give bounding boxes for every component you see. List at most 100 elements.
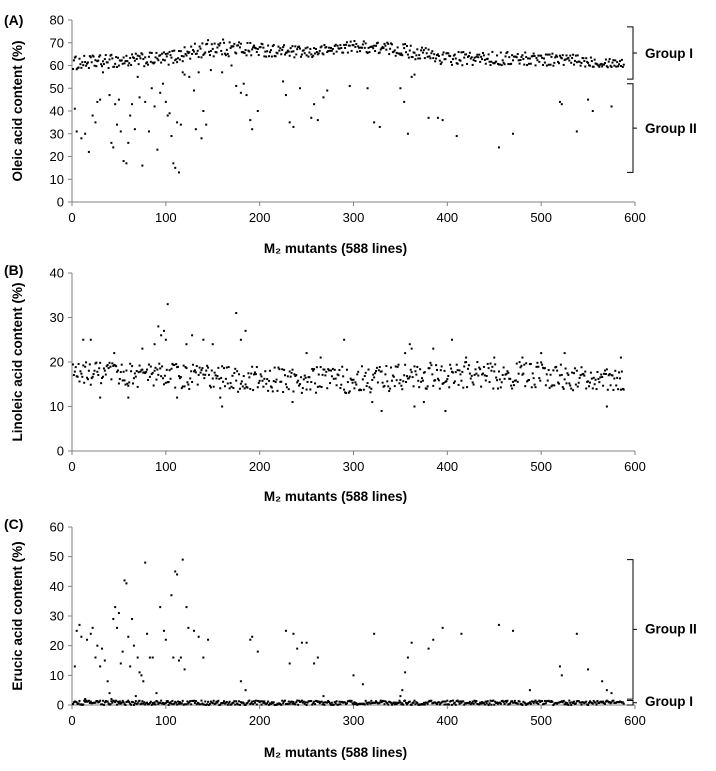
data-point-outlier [185, 606, 188, 609]
data-point [578, 60, 581, 63]
data-point [484, 62, 487, 65]
data-point [416, 48, 419, 51]
data-point [457, 700, 460, 703]
data-point-outlier [151, 656, 154, 659]
data-point [163, 59, 166, 62]
y-tick-label: 10 [50, 399, 64, 414]
data-point [167, 703, 170, 706]
y-tick-label: 40 [50, 266, 64, 281]
data-point [160, 699, 163, 702]
data-point [362, 388, 365, 391]
data-point [195, 703, 198, 706]
data-point [150, 373, 153, 376]
data-point-outlier [288, 662, 291, 665]
data-point [470, 56, 473, 59]
data-point [162, 701, 165, 704]
data-point [101, 65, 104, 68]
data-point-outlier [605, 405, 608, 408]
data-point [331, 47, 334, 50]
data-point [425, 387, 428, 390]
data-point [250, 372, 253, 375]
data-point [340, 383, 343, 386]
data-point [318, 385, 321, 388]
data-point [209, 386, 212, 389]
data-point [484, 700, 487, 703]
data-point [177, 57, 180, 60]
data-point-outlier [404, 352, 407, 355]
data-point [268, 703, 271, 706]
data-point-outlier [244, 689, 247, 692]
data-point [538, 60, 541, 63]
data-point [278, 368, 281, 371]
data-point [518, 62, 521, 65]
data-point [170, 702, 173, 705]
data-point-outlier [119, 662, 122, 665]
data-point [162, 51, 165, 54]
data-point [439, 63, 442, 66]
data-point [306, 701, 309, 704]
data-point [476, 53, 479, 56]
data-point [238, 46, 241, 49]
data-point [288, 54, 291, 57]
data-point-outlier [114, 103, 117, 106]
data-point [162, 383, 165, 386]
data-point-outlier [73, 665, 76, 668]
data-point [450, 699, 453, 702]
data-point-outlier [300, 641, 303, 644]
data-point [327, 50, 330, 53]
data-point [303, 374, 306, 377]
data-point [257, 381, 260, 384]
data-point [334, 702, 337, 705]
data-point [185, 54, 188, 57]
data-point [311, 56, 314, 59]
data-point [596, 63, 599, 66]
data-point [180, 387, 183, 390]
data-point [450, 367, 453, 370]
data-point [159, 54, 162, 57]
data-point-outlier [410, 347, 413, 350]
data-point [432, 384, 435, 387]
y-tick-label: 0 [57, 698, 64, 713]
data-point [199, 703, 202, 706]
data-point [577, 699, 580, 702]
data-point [496, 379, 499, 382]
data-point-outlier [605, 689, 608, 692]
data-point [197, 702, 200, 705]
data-point [157, 59, 160, 62]
data-point [136, 702, 139, 705]
data-point [453, 380, 456, 383]
data-point [437, 55, 440, 58]
data-point [209, 50, 212, 53]
data-point [259, 700, 262, 703]
data-point [315, 366, 318, 369]
data-point [210, 369, 213, 372]
data-point [372, 47, 375, 50]
data-point [480, 385, 483, 388]
data-point-outlier [176, 121, 179, 124]
data-point [522, 372, 525, 375]
data-point [487, 367, 490, 370]
data-point [218, 44, 221, 47]
data-point [506, 699, 509, 702]
data-point-outlier [432, 347, 435, 350]
data-point [587, 380, 590, 383]
data-point [499, 702, 502, 705]
data-point [503, 702, 506, 705]
data-point [420, 46, 423, 49]
data-point [531, 55, 534, 58]
data-point [120, 701, 123, 704]
data-point [585, 700, 588, 703]
data-point [180, 55, 183, 58]
data-point [328, 369, 331, 372]
data-point [361, 43, 364, 46]
data-point [364, 699, 367, 702]
data-point [296, 381, 299, 384]
data-point [579, 701, 582, 704]
data-point [133, 59, 136, 62]
data-point [204, 51, 207, 54]
data-point [442, 382, 445, 385]
data-point [382, 700, 385, 703]
x-tick-label: 300 [343, 713, 365, 728]
data-point [507, 371, 510, 374]
data-point [378, 51, 381, 54]
